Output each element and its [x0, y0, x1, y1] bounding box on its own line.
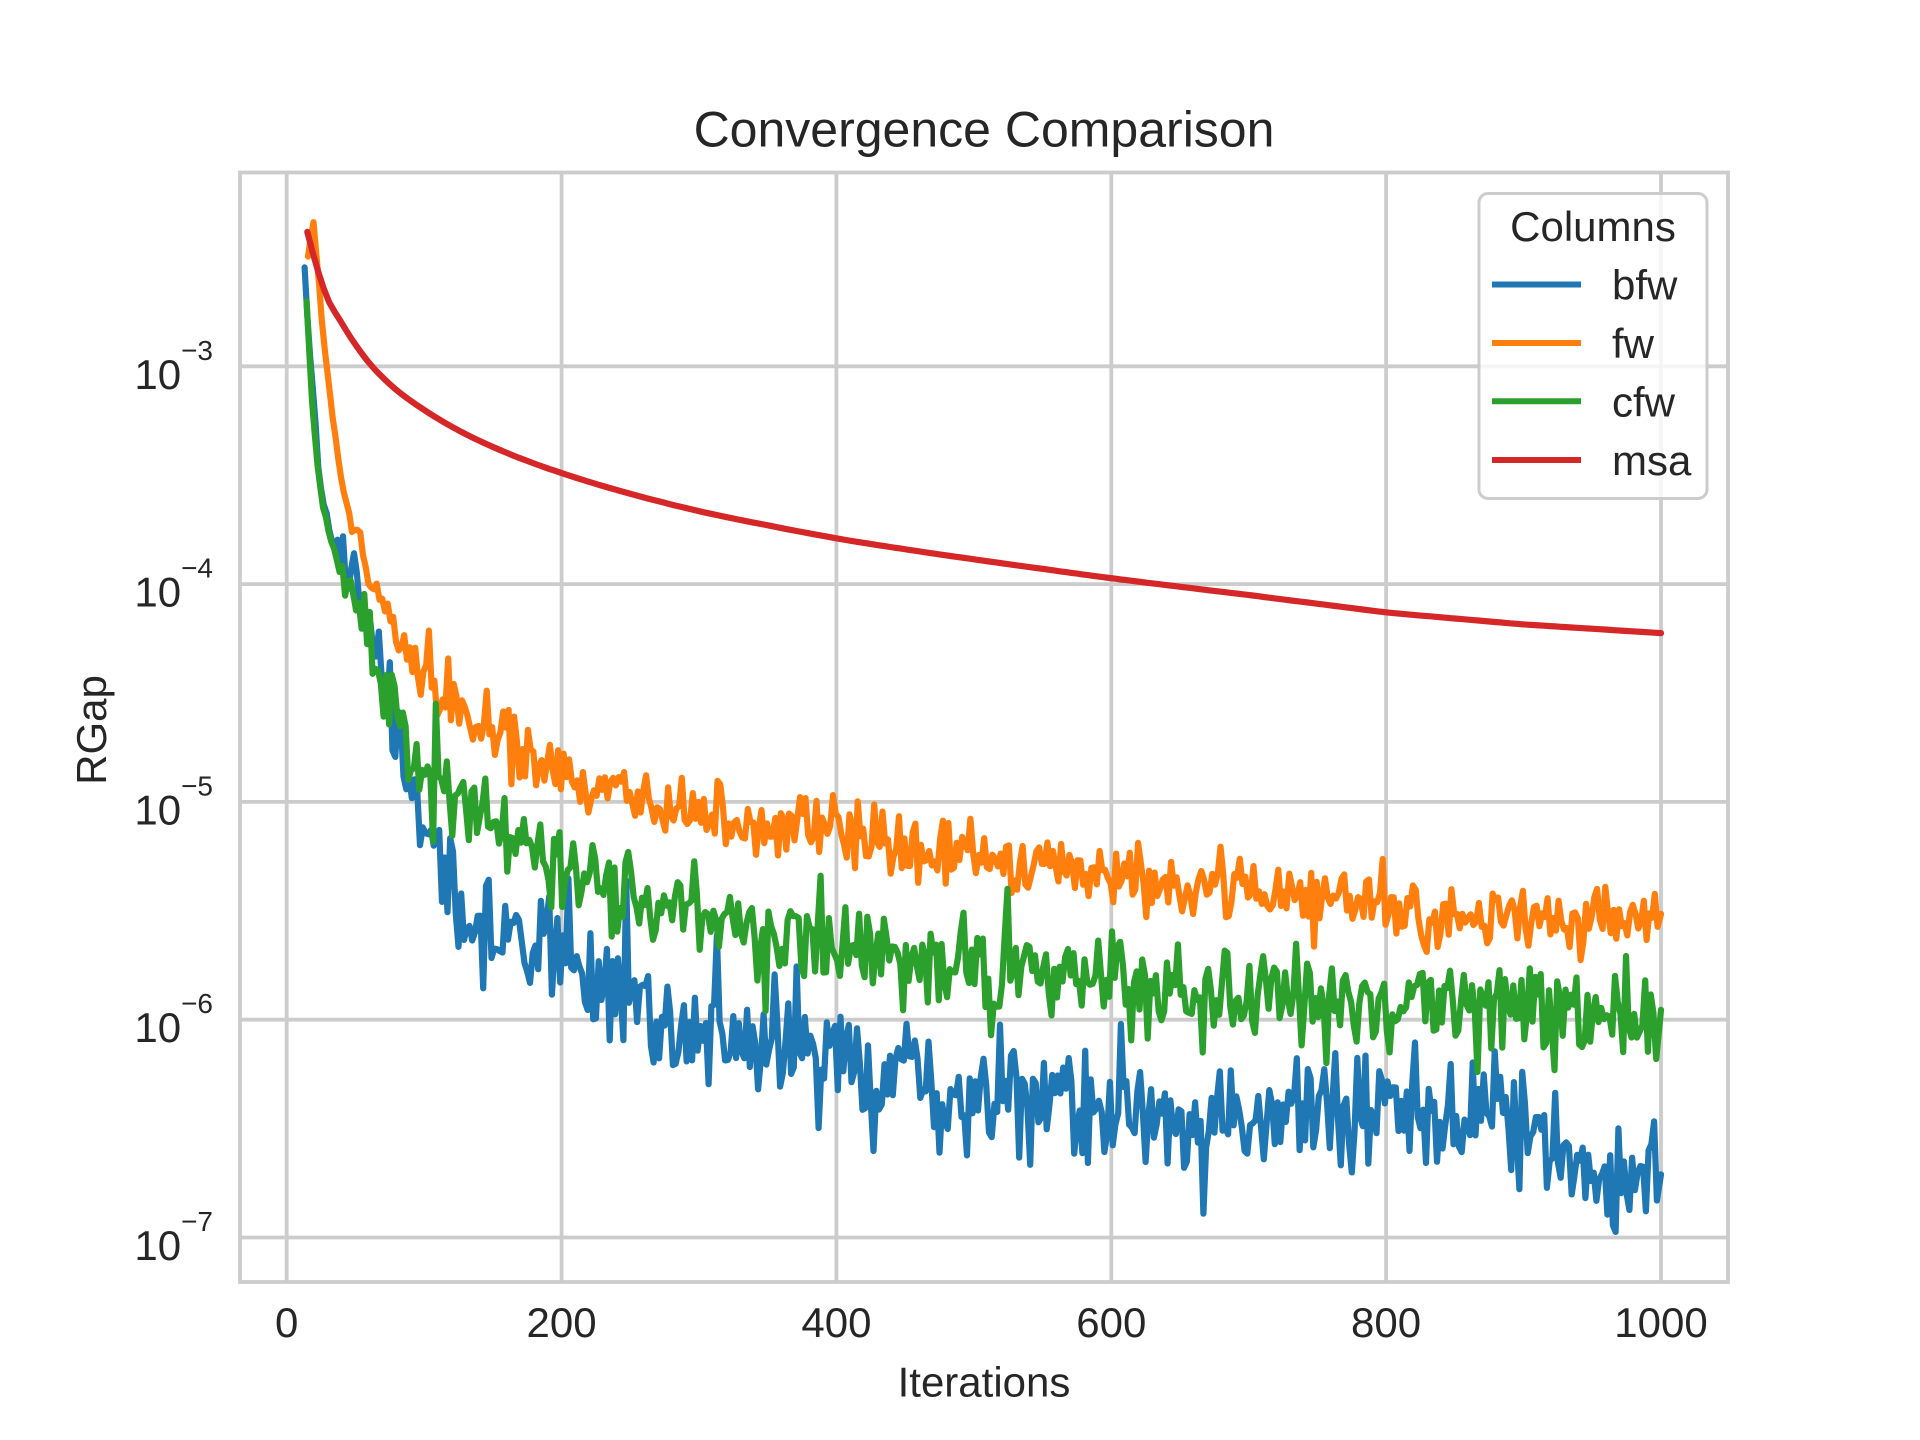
svg-text:Convergence Comparison: Convergence Comparison	[694, 102, 1275, 158]
svg-text:800: 800	[1351, 1299, 1421, 1346]
svg-text:Columns: Columns	[1510, 203, 1676, 250]
svg-text:1000: 1000	[1614, 1299, 1707, 1346]
svg-text:10−7: 10−7	[134, 1206, 213, 1269]
svg-text:10−3: 10−3	[134, 335, 213, 398]
svg-text:200: 200	[527, 1299, 597, 1346]
svg-text:RGap: RGap	[68, 675, 115, 785]
svg-text:400: 400	[801, 1299, 871, 1346]
svg-text:0: 0	[275, 1299, 298, 1346]
svg-text:10−5: 10−5	[134, 770, 213, 833]
svg-text:cfw: cfw	[1612, 378, 1676, 425]
svg-text:msa: msa	[1612, 437, 1692, 484]
svg-text:fw: fw	[1612, 320, 1655, 367]
svg-text:bfw: bfw	[1612, 262, 1678, 309]
svg-text:10−6: 10−6	[134, 988, 213, 1051]
svg-text:10−4: 10−4	[134, 553, 213, 616]
svg-text:600: 600	[1076, 1299, 1146, 1346]
svg-text:Iterations: Iterations	[898, 1359, 1071, 1406]
